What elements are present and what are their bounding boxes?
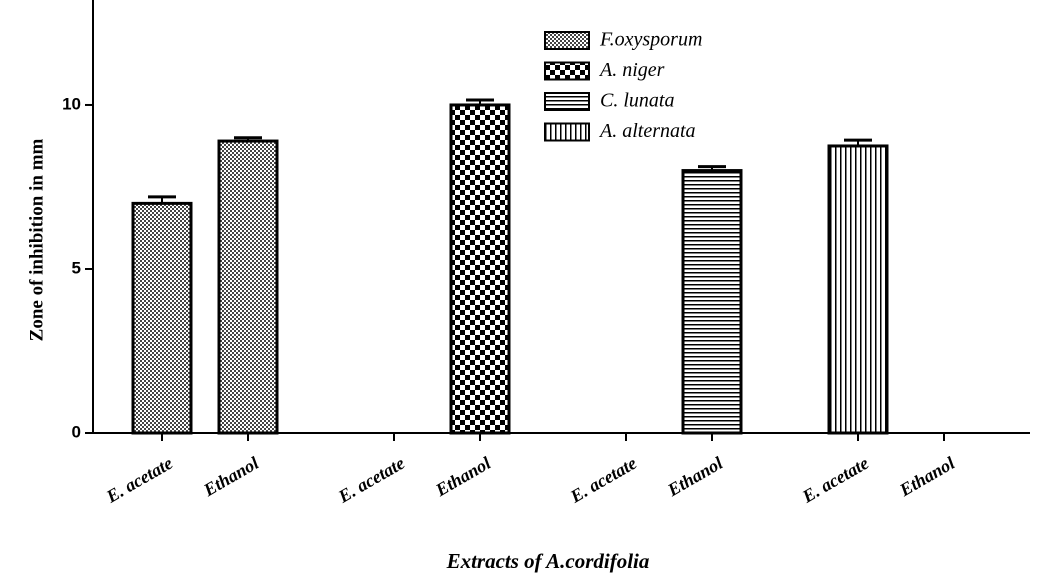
y-axis-label: Zone of inhibition in mm <box>26 138 47 341</box>
legend-label: F.oxysporum <box>599 29 702 51</box>
legend-swatch <box>544 61 590 81</box>
bar <box>217 139 279 435</box>
x-tick-label: Ethanol <box>199 453 262 501</box>
x-axis-label: Extracts of A.cordifolia <box>446 549 650 573</box>
legend-swatch <box>544 92 590 111</box>
x-tick-label: E. acetate <box>334 453 408 507</box>
x-tick-label: Ethanol <box>895 453 958 501</box>
bar <box>449 103 511 435</box>
legend-label: C. lunata <box>600 90 674 112</box>
y-tick-label: 5 <box>72 258 81 277</box>
legend-label: A. niger <box>598 59 665 81</box>
legend-label: A. alternata <box>598 120 696 142</box>
legend-swatch <box>544 122 590 142</box>
legend-swatch <box>544 31 590 50</box>
bar <box>827 144 889 435</box>
y-tick-label: 10 <box>62 94 81 113</box>
x-tick-label: Ethanol <box>663 453 726 501</box>
x-tick-label: Ethanol <box>431 453 494 501</box>
x-tick-label: E. acetate <box>102 453 176 507</box>
bar <box>681 169 743 435</box>
y-tick-label: 0 <box>72 422 81 441</box>
x-tick-label: E. acetate <box>566 453 640 507</box>
x-tick-label: E. acetate <box>798 453 872 507</box>
bar <box>131 201 193 435</box>
